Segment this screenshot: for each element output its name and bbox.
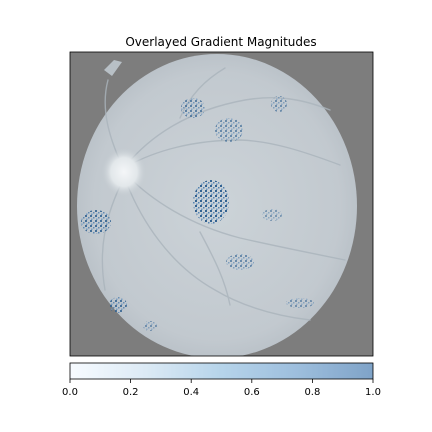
hotspot-center bbox=[193, 180, 229, 224]
colorbar-tick-label: 0.6 bbox=[244, 387, 260, 398]
hotspot-upper-center-right bbox=[215, 118, 243, 142]
colorbar-tick-label: 0.8 bbox=[304, 387, 320, 398]
hotspot-lower-center-left bbox=[143, 321, 157, 331]
colorbar-tick-label: 0.2 bbox=[123, 387, 139, 398]
hotspot-left-middle bbox=[81, 210, 111, 234]
colorbar-tick-label: 0.4 bbox=[183, 387, 199, 398]
hotspot-upper-center bbox=[181, 98, 205, 118]
hotspot-center-right bbox=[262, 209, 282, 221]
colorbar-tick-label: 1.0 bbox=[365, 387, 381, 398]
hotspot-lower-right bbox=[286, 298, 314, 308]
colorbar-gradient bbox=[70, 363, 373, 379]
hotspot-lower-center bbox=[226, 254, 254, 270]
optic-disc bbox=[102, 148, 146, 196]
hotspot-upper-right bbox=[271, 96, 287, 112]
chart-title: Overlayed Gradient Magnitudes bbox=[125, 35, 316, 49]
colorbar: 0.0 0.2 0.4 0.6 0.8 1.0 bbox=[62, 363, 381, 398]
colorbar-ticks: 0.0 0.2 0.4 0.6 0.8 1.0 bbox=[62, 379, 381, 398]
hotspot-lower-left bbox=[109, 297, 127, 313]
colorbar-tick-label: 0.0 bbox=[62, 387, 78, 398]
image-axes bbox=[70, 52, 373, 358]
